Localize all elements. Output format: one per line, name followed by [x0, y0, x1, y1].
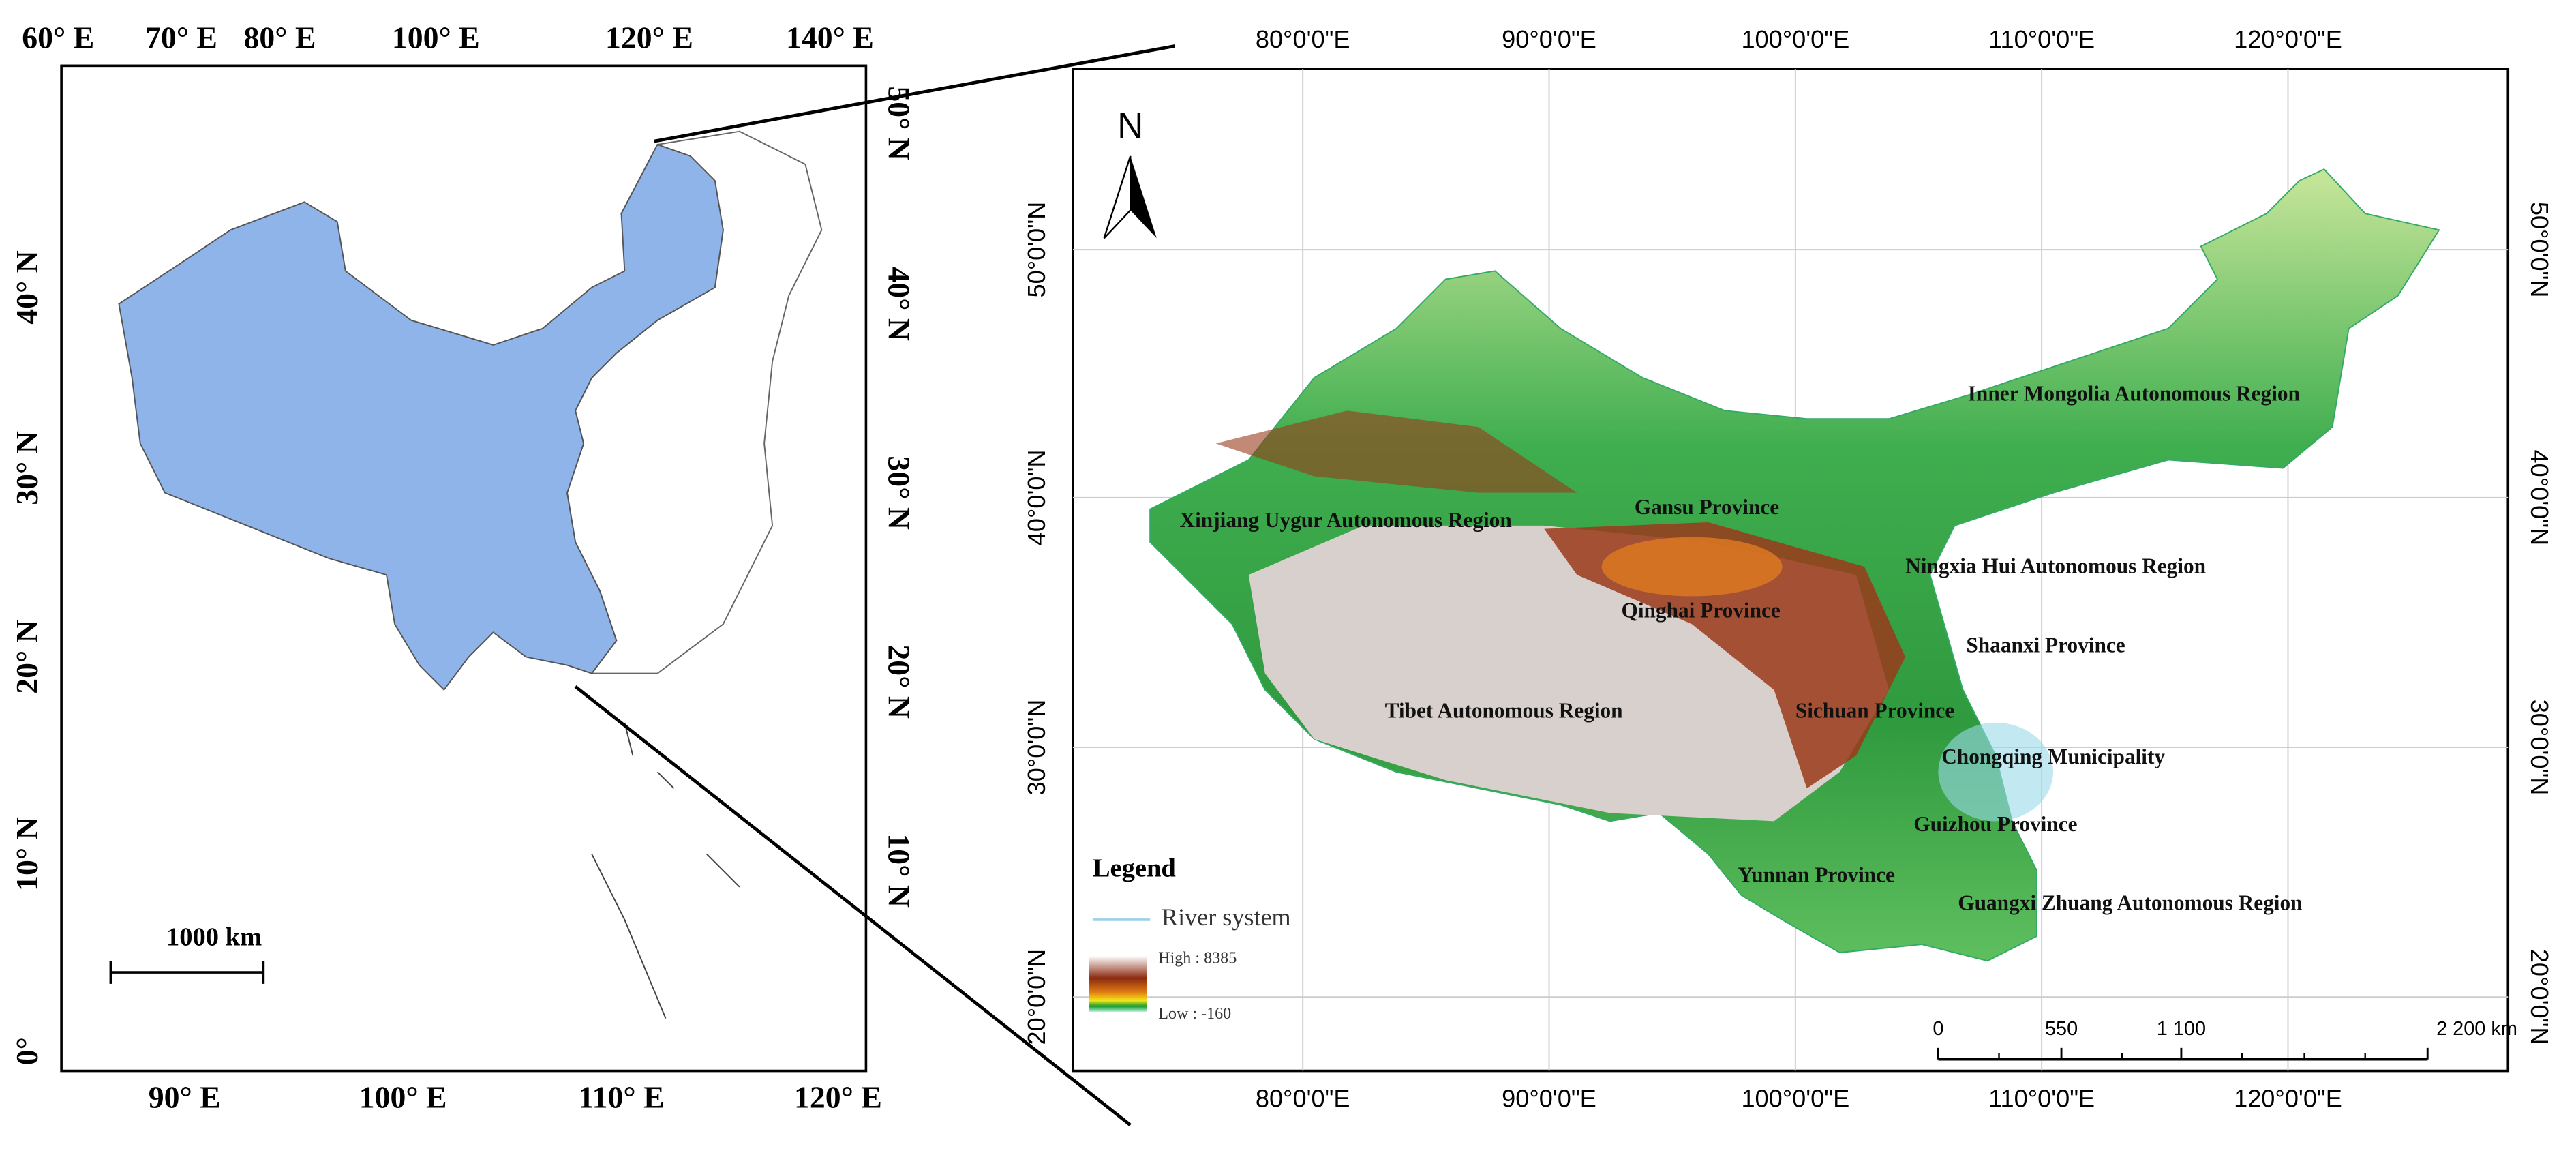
axis-label: 50°0'0"N: [1022, 202, 1050, 298]
axis-label: 110°0'0"E: [1988, 1084, 2095, 1112]
qaidam-basin: [1601, 537, 1783, 597]
axis-label: 120°0'0"E: [2234, 25, 2342, 53]
axis-label: 10° N: [10, 817, 44, 891]
axis-label: 90°0'0"E: [1502, 25, 1596, 53]
region-label: Ningxia Hui Autonomous Region: [1905, 554, 2206, 578]
axis-label: 110° E: [578, 1079, 664, 1114]
axis-label: 30°0'0"N: [1022, 700, 1050, 796]
connector: [654, 44, 1175, 143]
axis-label: 90°0'0"E: [1502, 1084, 1596, 1112]
scale-label: 1 100: [2157, 1018, 2206, 1040]
axis-label: 90° E: [149, 1079, 221, 1114]
axis-label: 40°0'0"N: [2526, 450, 2554, 546]
axis-label: 40°0'0"N: [1022, 450, 1050, 546]
scale-label: 2 200 km: [2436, 1018, 2517, 1040]
axis-label: 100° E: [392, 20, 480, 55]
axis-label: 100°0'0"E: [1741, 1084, 1849, 1112]
axis-label: 10° N: [881, 833, 916, 908]
legend-low: Low : -160: [1158, 1005, 1231, 1023]
axis-label: 0°: [10, 1037, 44, 1065]
scale-label: 0: [1933, 1018, 1943, 1040]
study-area: [118, 143, 724, 691]
axis-label: 120°0'0"E: [2234, 1084, 2342, 1112]
region-label: Tibet Autonomous Region: [1385, 699, 1623, 723]
axis-label: 20°0'0"N: [1022, 949, 1050, 1045]
connector: [574, 685, 1132, 1126]
north-label: N: [1117, 106, 1143, 146]
axis-label: 80°0'0"E: [1256, 1084, 1350, 1112]
region-label: Gansu Province: [1635, 495, 1780, 519]
tianshan: [1215, 410, 1577, 493]
islands: [591, 722, 740, 1019]
region-label: Chongqing Municipality: [1941, 745, 2165, 768]
region-label: Qinghai Province: [1621, 599, 1780, 623]
axis-label: 80°0'0"E: [1256, 25, 1350, 53]
axis-label: 100° E: [359, 1079, 447, 1114]
axis-label: 100°0'0"E: [1741, 25, 1849, 53]
axis-label: 60° E: [22, 20, 94, 55]
region-label: Sichuan Province: [1795, 699, 1954, 723]
axis-label: 40° N: [881, 267, 916, 341]
region-label: Guangxi Zhuang Autonomous Region: [1958, 890, 2302, 914]
region-label: Shaanxi Province: [1966, 633, 2125, 657]
axis-label: 30°0'0"N: [2526, 700, 2554, 796]
axis-label: 70° E: [145, 20, 217, 55]
axis-label: 40° N: [10, 250, 44, 325]
legend-title: Legend: [1093, 854, 1176, 883]
axis-label: 80° E: [243, 20, 316, 55]
axis-label: 50° N: [881, 86, 916, 160]
axis-label: 20° N: [10, 620, 44, 694]
axis-label: 120° E: [794, 1079, 882, 1114]
axis-label: 20° N: [881, 644, 916, 719]
axis-label: 30° N: [10, 431, 44, 505]
axis-label: 120° E: [605, 20, 693, 55]
legend-river: River system: [1162, 903, 1291, 931]
axis-label: 30° N: [881, 455, 916, 530]
axis-label: 140° E: [786, 20, 874, 55]
axis-label: 20°0'0"N: [2526, 949, 2554, 1045]
axis-label: 110°0'0"E: [1988, 25, 2095, 53]
region-label: Xinjiang Uygur Autonomous Region: [1180, 508, 1512, 532]
region-label: Yunnan Province: [1738, 863, 1896, 887]
region-label: Guizhou Province: [1913, 812, 2077, 836]
scale-label: 550: [2045, 1018, 2078, 1040]
elevation-ramp: [1089, 955, 1147, 1012]
legend-high: High : 8385: [1158, 949, 1237, 967]
region-label: Inner Mongolia Autonomous Region: [1968, 382, 2300, 406]
scale-label: 1000 km: [166, 923, 262, 952]
sichuan-basin: [1938, 722, 2054, 822]
axis-label: 50°0'0"N: [2526, 202, 2554, 298]
